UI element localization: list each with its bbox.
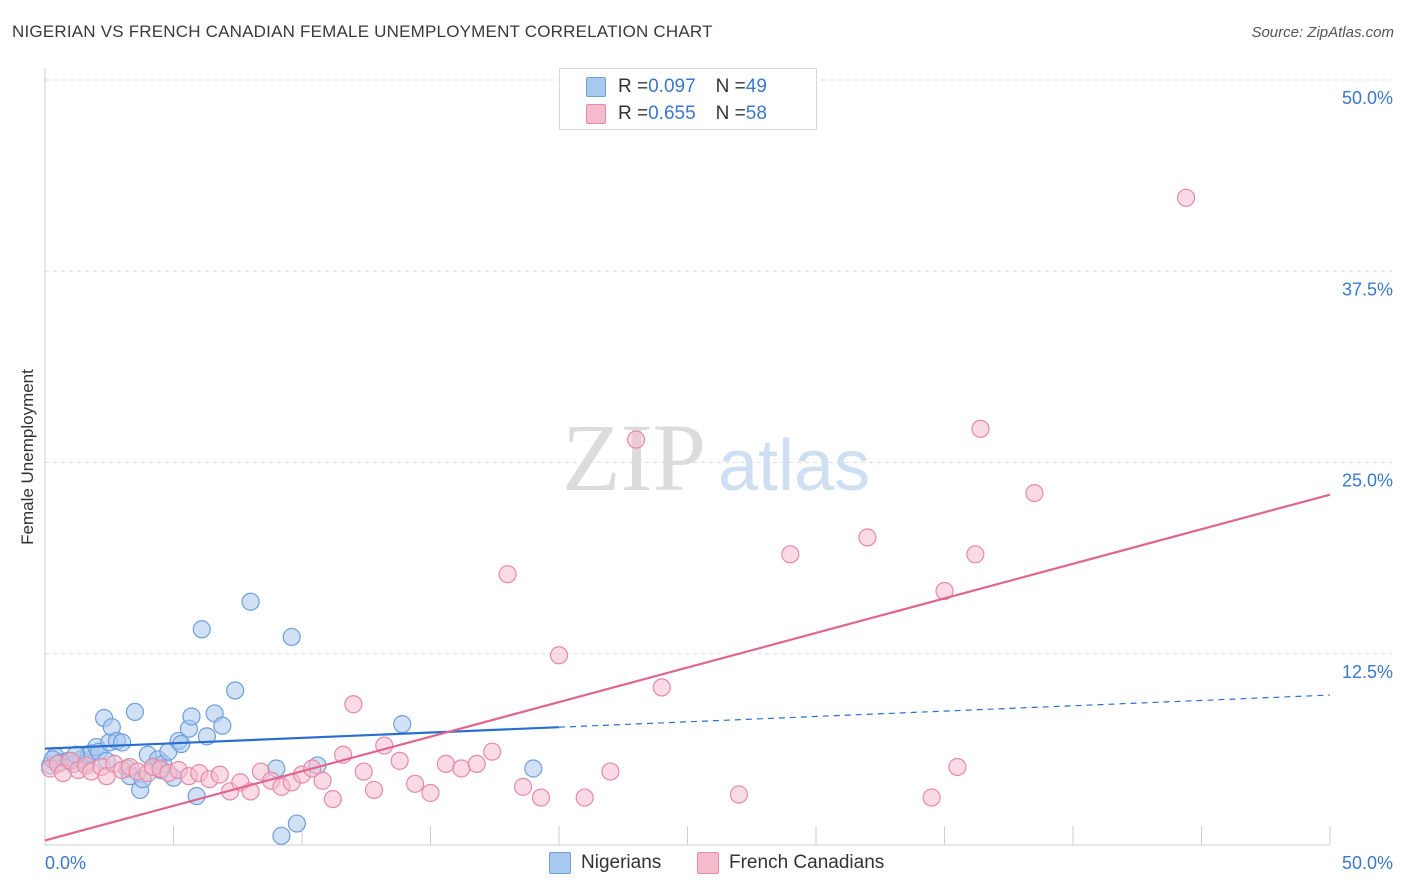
french-canadians-point <box>652 678 671 697</box>
r-value: 0.655 <box>648 103 696 124</box>
y-tick-label: 25.0% <box>1342 471 1393 491</box>
french-canadians-point <box>1025 484 1044 503</box>
n-label: N = <box>715 76 746 97</box>
french-canadians-point <box>513 777 533 796</box>
nigerians-point <box>272 826 291 845</box>
french-canadians-point <box>601 762 620 781</box>
n-value: 49 <box>745 76 767 97</box>
nigerians-point <box>192 620 211 639</box>
french-canadians-trend-line <box>44 493 1331 842</box>
nigerians-point <box>393 715 412 734</box>
axes <box>44 68 1331 846</box>
french-canadians-point <box>364 780 384 800</box>
nigerians-trend-line-extension <box>558 694 1331 728</box>
french-canadians-point <box>210 765 229 784</box>
french-canadians-point <box>421 783 440 803</box>
legend-label-french-canadians: French Canadians <box>729 852 885 873</box>
french-canadians-point <box>390 751 409 770</box>
french-canadians-point <box>344 695 363 714</box>
r-label: R = <box>618 76 649 97</box>
french-canadians-point <box>498 565 517 584</box>
r-label: R = <box>618 103 649 124</box>
french-canadians-point <box>1176 188 1196 207</box>
data-points <box>41 188 1196 845</box>
legend-row-nigerians: R = 0.097 N = 49 <box>586 75 767 99</box>
r-value: 0.097 <box>648 76 696 97</box>
nigerians-point <box>226 681 245 700</box>
nigerians-point <box>182 707 201 726</box>
correlation-legend: R = 0.097 N = 49 R = 0.655 N = 58 <box>559 68 817 130</box>
nigerians-point <box>241 592 260 611</box>
french-canadians-point <box>405 774 425 793</box>
french-canadians-point <box>729 785 749 804</box>
french-canadians-swatch <box>586 104 606 124</box>
n-label: N = <box>715 103 746 124</box>
y-tick-label: 37.5% <box>1342 279 1393 299</box>
nigerians-trend-line <box>44 726 560 750</box>
legend-label-nigerians: Nigerians <box>581 852 662 873</box>
french-canadians-point <box>354 762 373 781</box>
french-canadians-point <box>549 646 569 665</box>
french-canadians-point <box>948 757 967 777</box>
nigerians-point <box>524 759 543 778</box>
french-canadians-point <box>575 788 594 807</box>
french-canadians-point <box>436 754 456 774</box>
nigerians-point <box>125 702 145 721</box>
legend-item-nigerians[interactable]: Nigerians <box>549 852 661 874</box>
x-tick-label: 50.0% <box>1342 853 1393 873</box>
french-canadians-point <box>858 528 877 547</box>
french-canadians-point <box>966 545 985 564</box>
nigerians-point <box>112 733 132 752</box>
chart-title: NIGERIAN VS FRENCH CANADIAN FEMALE UNEMP… <box>12 22 713 41</box>
grid-lines <box>45 79 1392 655</box>
french-canadians-point <box>922 788 941 807</box>
nigerians-legend-swatch <box>549 852 571 874</box>
nigerians-swatch <box>586 77 606 97</box>
y-tick-label: 12.5% <box>1342 662 1393 682</box>
french-canadians-point <box>971 419 990 438</box>
nigerians-point <box>287 814 306 833</box>
watermark-zip: ZIP <box>562 404 706 511</box>
y-axis-label: Female Unemployment <box>18 369 37 545</box>
watermark: ZIP atlas <box>562 404 870 511</box>
french-canadians-point <box>483 742 502 761</box>
n-value: 58 <box>745 103 767 124</box>
french-canadians-legend-swatch <box>697 852 719 874</box>
tick-labels: 12.5% 25.0% 37.5% 50.0% 0.0% 50.0% <box>45 88 1393 873</box>
french-canadians-point <box>467 754 486 774</box>
french-canadians-point <box>935 581 954 601</box>
y-tick-label: 50.0% <box>1342 88 1393 108</box>
french-canadians-point <box>452 759 471 778</box>
french-canadians-point <box>531 788 551 807</box>
french-canadians-point <box>626 430 646 449</box>
trend-lines <box>44 493 1331 842</box>
x-tick-label: 0.0% <box>45 853 86 873</box>
legend-item-french-canadians[interactable]: French Canadians <box>697 852 884 874</box>
french-canadians-point <box>781 545 800 564</box>
nigerians-point <box>213 716 232 735</box>
legend-row-french-canadians: R = 0.655 N = 58 <box>586 102 767 126</box>
series-legend: Nigerians French Canadians <box>0 852 1406 878</box>
watermark-atlas: atlas <box>718 426 870 506</box>
french-canadians-point <box>323 789 342 809</box>
nigerians-point <box>282 627 301 647</box>
french-canadians-point <box>313 771 332 790</box>
source-label: Source: ZipAtlas.com <box>1251 24 1394 41</box>
